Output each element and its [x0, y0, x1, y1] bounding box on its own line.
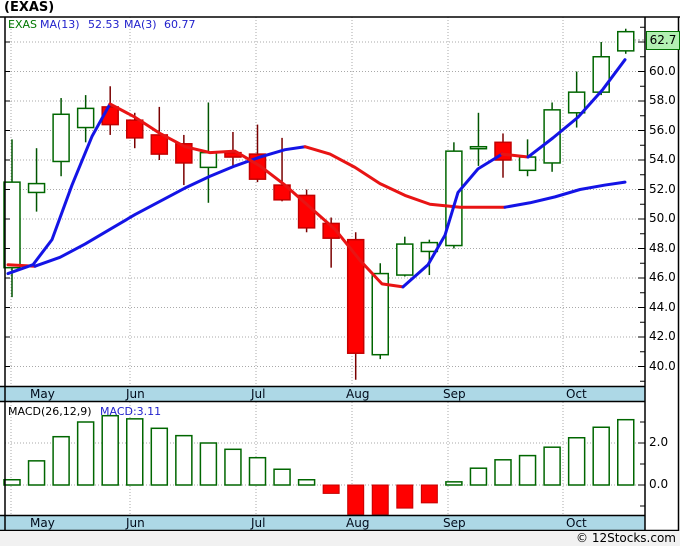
macd-bar-positive	[52, 435, 70, 486]
macd-bar-negative	[396, 484, 414, 509]
price-axis-label: 52.0	[649, 181, 676, 196]
macd-bar-positive	[567, 437, 586, 486]
price-axis-label: 48.0	[649, 240, 676, 255]
macd-bar-positive	[224, 448, 242, 486]
macd-bar-positive	[248, 456, 267, 486]
macd-bar-positive	[494, 459, 512, 486]
candle-body	[76, 107, 95, 129]
candle-body	[371, 272, 389, 356]
macd-bar-positive	[3, 479, 21, 486]
candle-body	[567, 91, 586, 114]
macd-bar-negative	[322, 484, 340, 494]
candle-body	[273, 184, 291, 201]
macd-bar-positive	[445, 481, 463, 486]
legend-ma13-value: 52.53	[88, 18, 120, 31]
macd-bar-positive	[297, 479, 316, 486]
macd-bar-positive	[543, 446, 561, 486]
price-month-axis: May Jun Jul Aug Sep Oct	[0, 387, 645, 401]
ma3-line-segment	[500, 152, 530, 159]
month-label: May	[30, 516, 55, 530]
candle-body	[52, 113, 70, 163]
candle-body	[322, 222, 340, 239]
page-title: (EXAS)	[4, 0, 55, 15]
month-label: Jul	[251, 387, 266, 401]
candle-body	[346, 238, 365, 354]
candle-body	[469, 145, 488, 150]
macd-month-axis: May Jun Jul Aug Sep Oct	[0, 516, 645, 530]
macd-legend-value: MACD:3.11	[100, 405, 162, 418]
candle-body	[199, 151, 218, 169]
copyright-text: © 12Stocks.com	[576, 531, 676, 545]
price-axis-label: 50.0	[649, 211, 676, 225]
macd-legend-label: MACD(26,12,9)	[8, 405, 92, 418]
macd-bar-positive	[27, 460, 46, 486]
macd-bar-positive	[175, 434, 193, 486]
ma3-line-segment	[526, 58, 627, 159]
macd-bar-positive	[273, 468, 291, 486]
month-label: Oct	[566, 387, 587, 401]
month-label: Jun	[126, 387, 145, 401]
price-axis-label: 54.0	[649, 152, 676, 166]
macd-bar-positive	[76, 421, 95, 486]
legend-symbol: EXAS	[8, 18, 37, 31]
price-axis-label: 44.0	[649, 299, 676, 314]
ma3-line-segment	[6, 102, 112, 276]
month-label: Aug	[346, 516, 370, 530]
macd-month-band	[0, 516, 645, 530]
macd-bar-positive	[592, 426, 610, 486]
candle-body	[592, 56, 610, 93]
ma3-line-segment	[401, 152, 504, 289]
macd-bar-negative	[371, 484, 389, 515]
macd-axis-label: 2.0	[649, 435, 669, 449]
macd-bar-positive	[518, 454, 537, 486]
price-axis-label: 60.0	[649, 63, 676, 78]
last-price-tag: 62.7	[646, 31, 680, 50]
macd-axis-label: 0.0	[649, 477, 669, 491]
macd-bar-positive	[199, 442, 218, 486]
legend-ma3-value: 60.77	[164, 18, 196, 31]
macd-bar-positive	[101, 414, 119, 486]
month-label: Sep	[443, 516, 466, 530]
month-label: Oct	[566, 516, 587, 530]
candle-body	[150, 134, 169, 155]
ma3-line-segment	[108, 102, 405, 289]
candle-body	[543, 109, 561, 164]
candle-body	[3, 181, 21, 269]
price-month-band	[0, 387, 645, 401]
candle-body	[518, 156, 537, 172]
month-label: Sep	[443, 387, 466, 401]
month-label: Aug	[346, 387, 370, 401]
candle-body	[126, 119, 144, 139]
macd-bar-negative	[420, 484, 438, 504]
legend-ma13-label: MA(13)	[40, 18, 80, 31]
month-label: Jul	[251, 516, 266, 530]
macd-bar-positive	[617, 418, 635, 486]
month-label: May	[30, 387, 55, 401]
legend-ma3-label: MA(3)	[124, 18, 157, 31]
macd-bar-negative	[347, 484, 365, 515]
ma13-line-segment	[303, 145, 507, 209]
price-axis-label: 42.0	[649, 329, 676, 343]
macd-bar-positive	[469, 467, 488, 486]
macd-bar-positive	[126, 418, 144, 486]
price-axis-label: 40.0	[649, 358, 676, 373]
price-axis-label: 58.0	[649, 93, 676, 107]
price-axis-label: 56.0	[649, 122, 676, 137]
candle-body	[396, 243, 414, 276]
ma13-line-segment	[33, 145, 307, 268]
macd-bar-positive	[150, 427, 169, 486]
price-axis-label: 46.0	[649, 270, 676, 284]
footer-strip	[0, 531, 680, 546]
ma13-line-segment	[503, 180, 627, 209]
month-label: Jun	[126, 516, 145, 530]
candle-body	[27, 182, 46, 194]
candle-body	[617, 30, 635, 52]
candle-body	[445, 150, 463, 247]
